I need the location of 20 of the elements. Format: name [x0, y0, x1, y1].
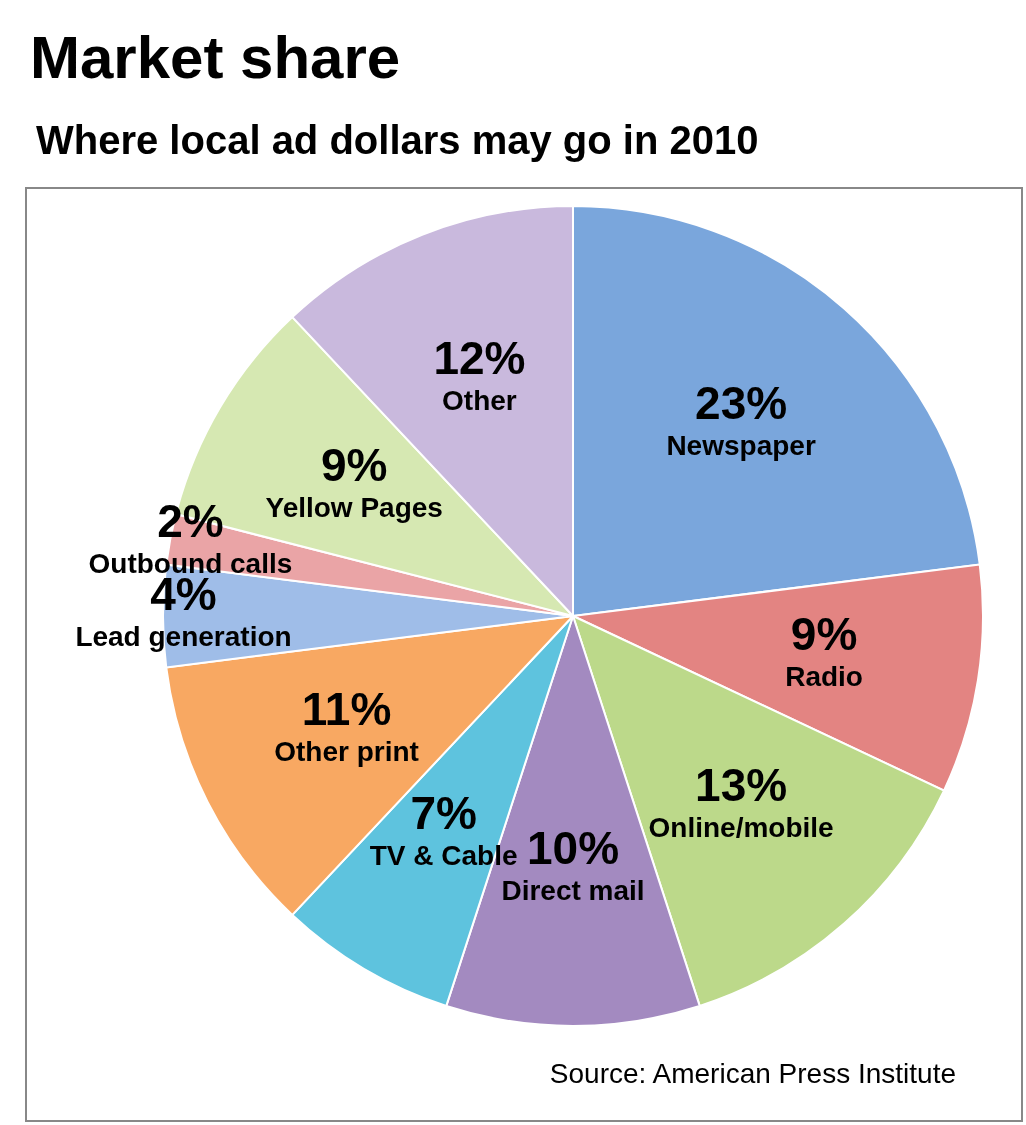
data-label: 13% [695, 758, 788, 811]
slice-label: Yellow Pages [265, 491, 443, 523]
slice-label: Lead generation [75, 621, 292, 652]
chart-title: Market share [30, 24, 401, 91]
slice-label: Radio [785, 660, 863, 692]
slice-label: Other [442, 384, 517, 416]
data-label: 11% [301, 683, 392, 736]
data-label: 12% [433, 331, 526, 384]
data-label: 9% [320, 438, 388, 491]
slice-label: Other print [274, 736, 419, 768]
slice-label: Online/mobile [648, 811, 834, 843]
data-label: 23% [695, 377, 788, 430]
slice-label: Direct mail [501, 875, 645, 907]
chart-subtitle: Where local ad dollars may go in 2010 [36, 118, 759, 162]
data-label: 10% [526, 822, 620, 875]
source-note: Source: American Press Institute [549, 1058, 956, 1089]
slice-label: Newspaper [666, 430, 816, 462]
data-label: 2% [157, 495, 224, 548]
data-label: 9% [790, 607, 858, 660]
data-label: 7% [410, 786, 477, 839]
